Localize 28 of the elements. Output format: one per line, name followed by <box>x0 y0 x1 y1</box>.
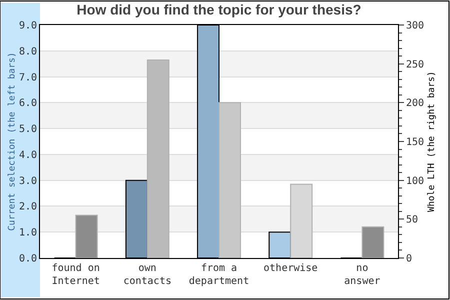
x-tick-label: own contacts <box>123 263 172 287</box>
y-tick-label: 3.0 <box>18 176 37 187</box>
y2-tick-label: 200 <box>406 98 424 110</box>
y-tick-label: 0.0 <box>18 254 37 264</box>
y-tick-label: 4.0 <box>18 150 37 161</box>
y-tick-label: 6.0 <box>18 98 37 110</box>
y2-tick-label: 150 <box>406 137 424 148</box>
bar <box>75 214 98 258</box>
y-tick-label: 2.0 <box>18 202 37 213</box>
x-tick-label: otherwise <box>264 263 318 274</box>
y-tick-label: 9.0 <box>18 20 37 32</box>
y-tick-label: 5.0 <box>18 124 37 136</box>
y-axis-title: Current selection (the left bars) <box>7 52 18 231</box>
bar <box>362 226 384 258</box>
y2-tick-label: 300 <box>406 20 424 32</box>
y-tick-label: 8.0 <box>18 46 37 58</box>
x-tick-label: from a department <box>188 263 250 287</box>
y2-tick-label: 0 <box>406 254 412 264</box>
x-tick-label: no answer <box>344 263 380 287</box>
y2-tick-label: 50 <box>406 214 418 226</box>
y2-tick-label: 100 <box>406 176 424 187</box>
y2-tick-label: 250 <box>406 59 424 70</box>
y2-axis-title: Whole LTH (the right bars) <box>426 71 437 212</box>
y-tick-label: 1.0 <box>18 228 37 239</box>
chart-title: How did you find the topic for your thesis? <box>76 1 362 18</box>
y-tick-label: 7.0 <box>18 72 37 84</box>
bar <box>146 59 170 258</box>
x-tick-label: found on Internet <box>52 263 100 287</box>
